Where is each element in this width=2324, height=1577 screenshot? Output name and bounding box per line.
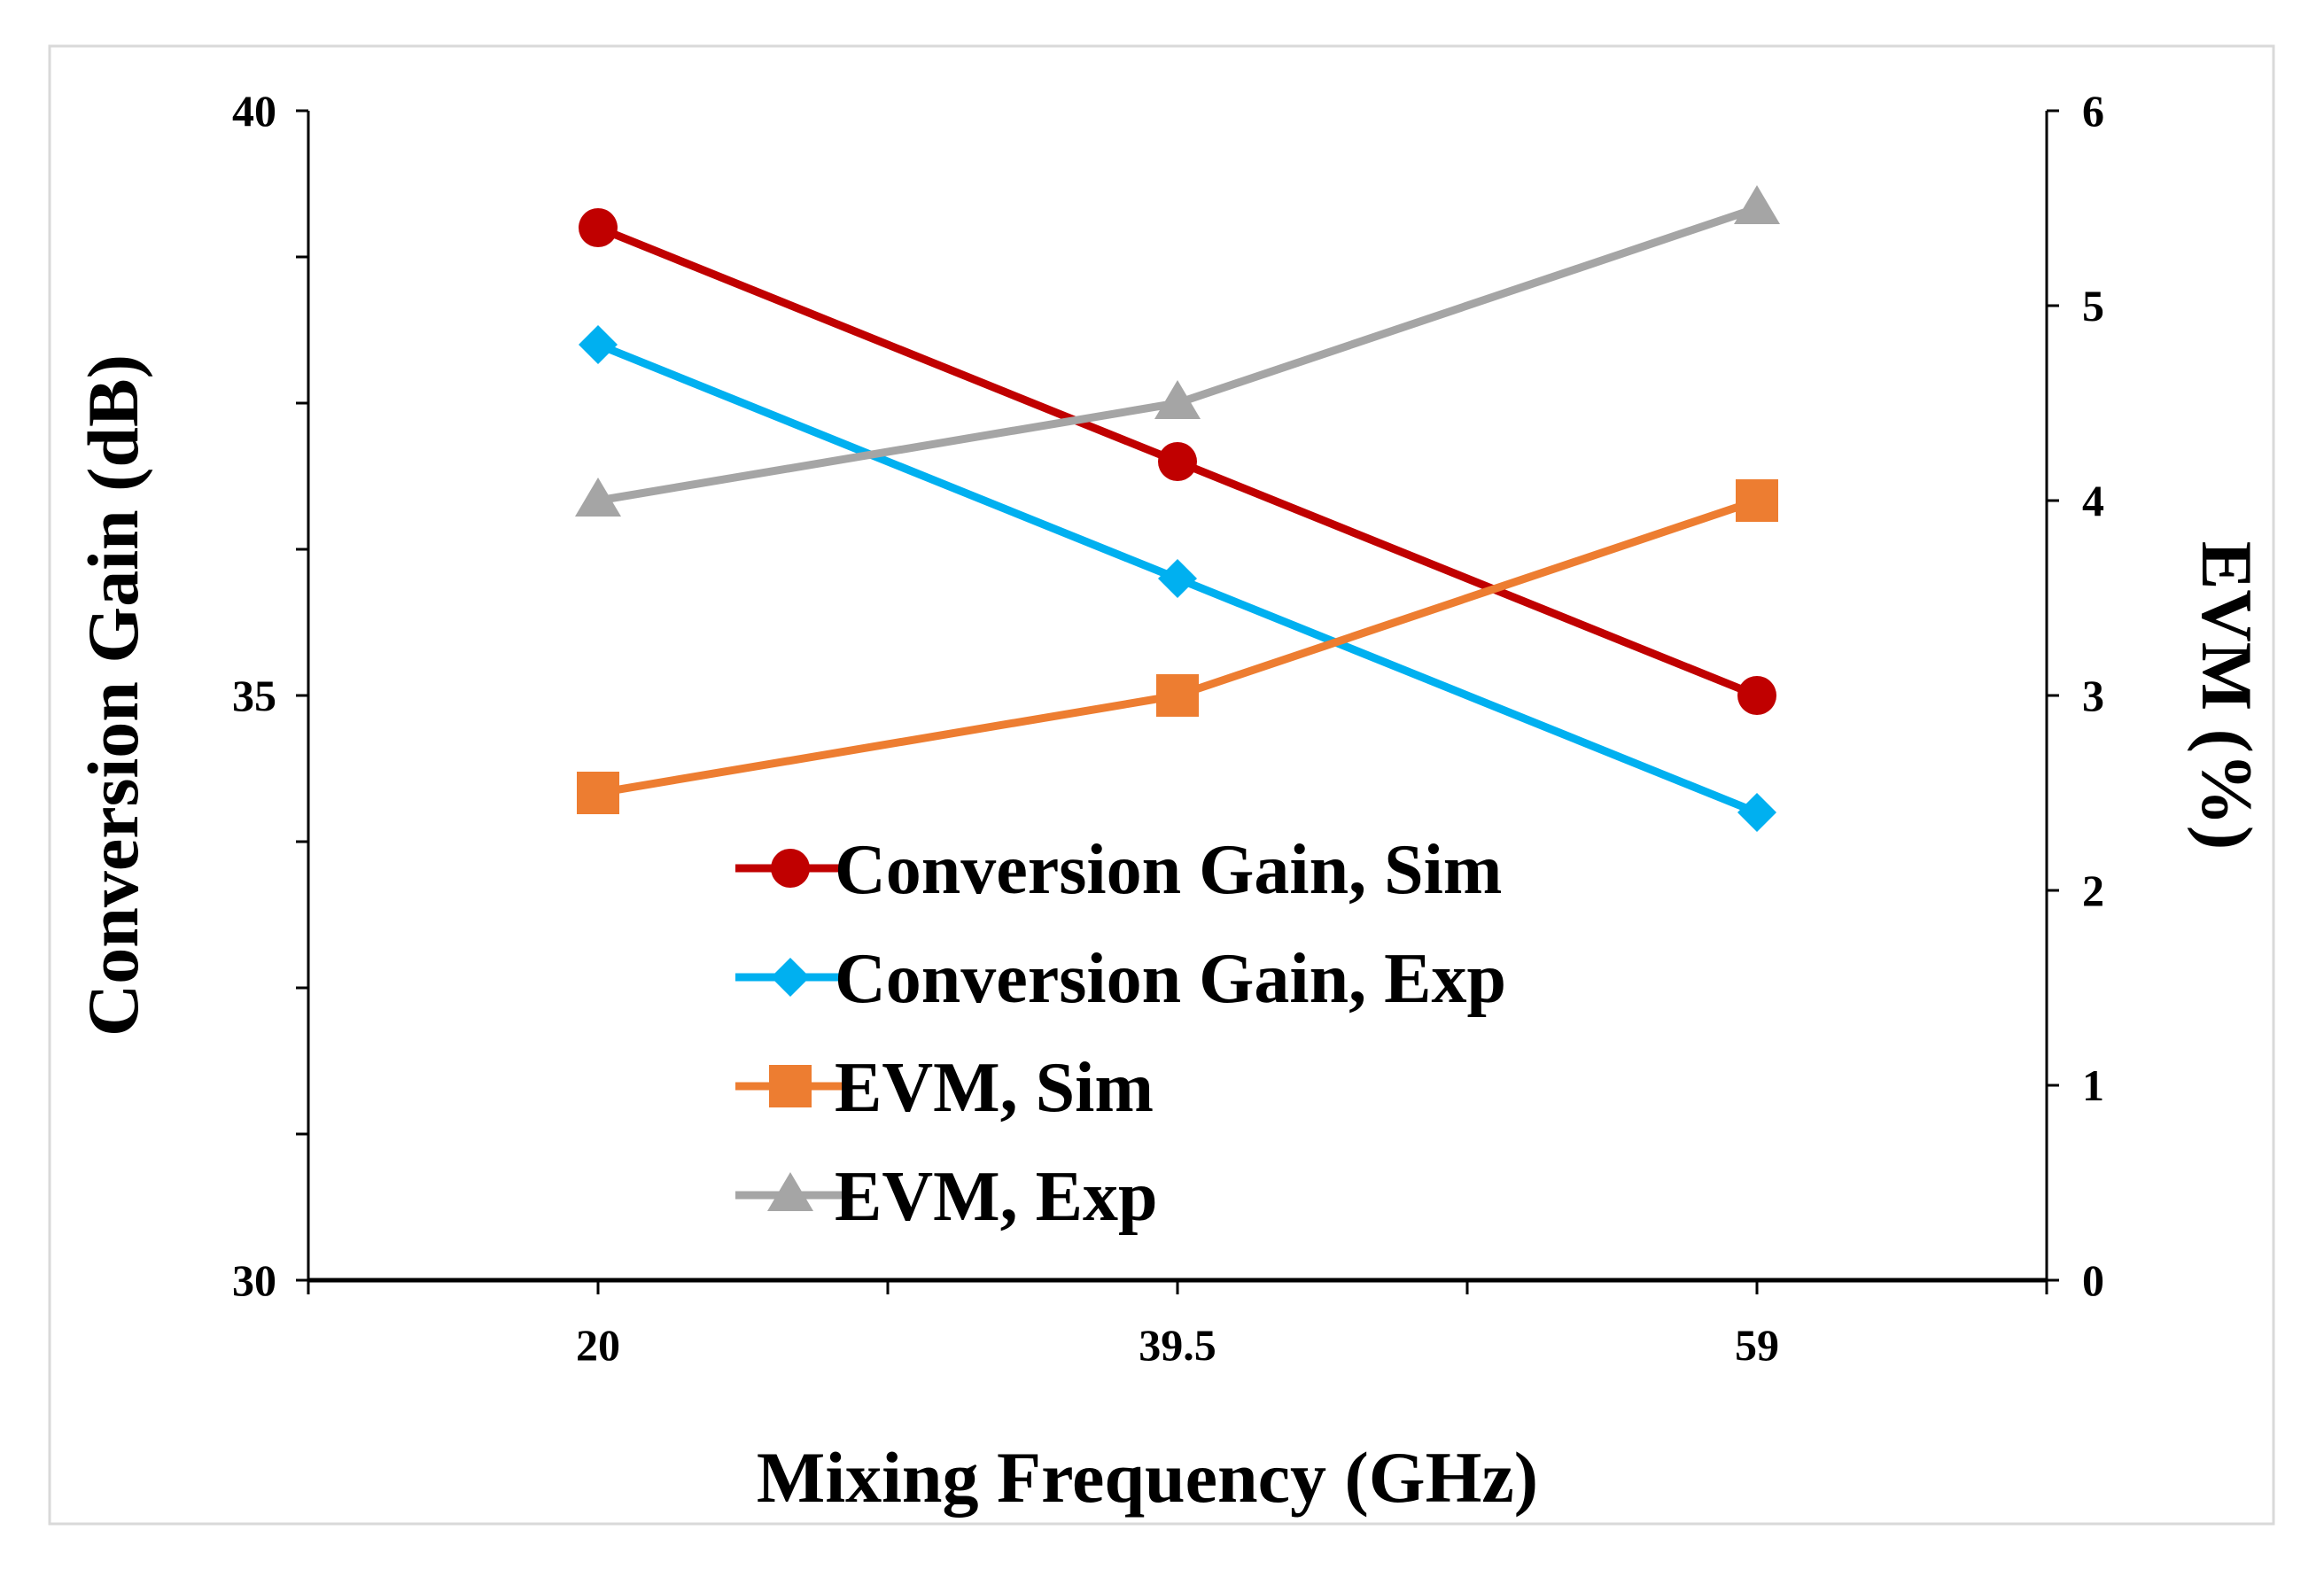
y-axis-title: Conversion Gain (dB) bbox=[73, 354, 153, 1037]
x-tick-label: 59 bbox=[1735, 1320, 1779, 1370]
legend-marker bbox=[769, 1065, 812, 1107]
data-point bbox=[577, 772, 619, 814]
legend-item: Conversion Gain, Sim bbox=[735, 831, 1502, 909]
y-tick-label: 30 bbox=[232, 1255, 276, 1305]
y2-axis-title: EVM (%) bbox=[2187, 541, 2267, 850]
chart-frame bbox=[48, 44, 2275, 1526]
data-point bbox=[1736, 479, 1778, 522]
axes-layer: 30 35 40 0 1 2 3 4 5 6 20 39.5 59 bbox=[232, 86, 2104, 1370]
legend-marker bbox=[771, 958, 810, 997]
legend-item: Conversion Gain, Exp bbox=[735, 940, 1506, 1018]
y-tick-label: 40 bbox=[232, 86, 276, 136]
data-point bbox=[1154, 380, 1201, 419]
series-conversion-gain-exp bbox=[579, 325, 1776, 832]
data-point bbox=[1737, 793, 1776, 832]
legend-marker bbox=[771, 849, 810, 888]
legend-item: EVM, Exp bbox=[735, 1158, 1158, 1236]
y2-tick-label: 5 bbox=[2082, 281, 2104, 330]
legend-label: Conversion Gain, Sim bbox=[835, 831, 1502, 909]
y2-tick-label: 6 bbox=[2082, 86, 2104, 136]
data-point bbox=[1156, 674, 1199, 717]
y2-tick-label: 1 bbox=[2082, 1060, 2104, 1110]
data-point bbox=[1158, 442, 1197, 481]
x-tick-label: 39.5 bbox=[1139, 1320, 1216, 1370]
data-point bbox=[1734, 185, 1780, 224]
y2-tick-label: 2 bbox=[2082, 866, 2104, 915]
series-conversion-gain-sim bbox=[579, 208, 1776, 715]
y2-tick-label: 4 bbox=[2082, 476, 2104, 525]
series-evm-sim bbox=[577, 479, 1778, 814]
data-point bbox=[575, 478, 621, 517]
legend-label: EVM, Sim bbox=[835, 1049, 1154, 1127]
x-tick-label: 20 bbox=[576, 1320, 620, 1370]
x-axis-title: Mixing Frequency (GHz) bbox=[757, 1437, 1538, 1518]
data-point bbox=[579, 325, 618, 364]
data-point bbox=[579, 208, 618, 247]
legend-label: Conversion Gain, Exp bbox=[835, 940, 1506, 1018]
series-evm-exp bbox=[575, 185, 1780, 517]
legend-marker bbox=[767, 1172, 813, 1211]
data-point bbox=[1737, 676, 1776, 715]
y-tick-label: 35 bbox=[232, 671, 276, 720]
legend-item: EVM, Sim bbox=[735, 1049, 1154, 1127]
legend: Conversion Gain, Sim Conversion Gain, Exp… bbox=[735, 831, 1506, 1236]
y2-tick-label: 0 bbox=[2082, 1255, 2104, 1305]
y2-tick-label: 3 bbox=[2082, 671, 2104, 720]
legend-label: EVM, Exp bbox=[835, 1158, 1158, 1236]
data-point bbox=[1158, 559, 1197, 598]
series-layer bbox=[575, 185, 1780, 832]
